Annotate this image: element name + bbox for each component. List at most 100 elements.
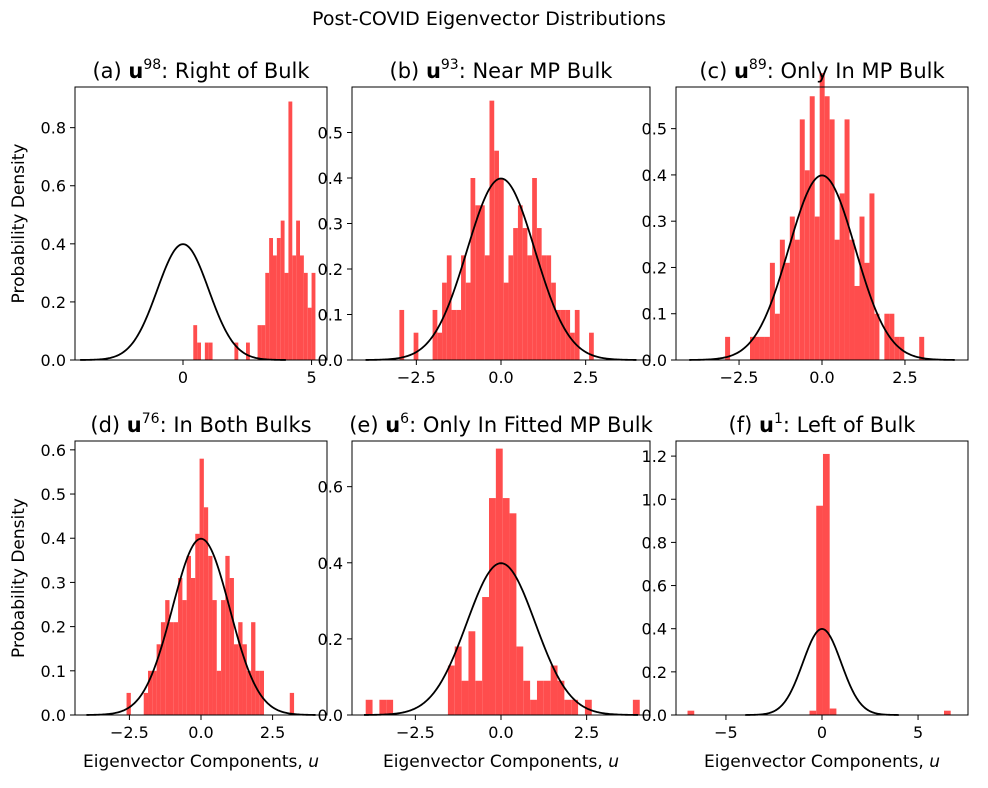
histogram-bar: [824, 96, 830, 360]
histogram-bar: [152, 670, 157, 715]
histogram-bar: [296, 220, 300, 360]
y-tick-label: 0.0: [642, 706, 667, 725]
histogram-bar: [182, 600, 187, 715]
subplot-3: −2.5 0.0 2.5 0.0 0.1 0.2 0.3 0.4 0.5 0.6 (d) u76: …: [9, 411, 328, 772]
normal-curve: [363, 562, 639, 716]
histogram-bar: [632, 699, 640, 715]
subplot-4: −2.5 0.0 2.5 0.0 0.2 0.4 0.6 (e) u6: Only In Fi…: [318, 411, 654, 772]
normal-curve: [365, 177, 637, 361]
histogram-bar: [160, 622, 166, 715]
histogram-bar: [822, 453, 830, 715]
histogram-bar: [451, 309, 457, 360]
histogram-bar: [495, 448, 503, 715]
histogram-bar: [165, 600, 170, 715]
histogram-bar: [225, 555, 230, 715]
histogram-bar: [379, 699, 387, 715]
histogram-bar: [564, 699, 572, 715]
subplot-5: −5 0 5 0.0 0.2 0.4 0.6 0.8 1.0 1.2 (f) u1: Left of…: [642, 411, 969, 772]
histogram-bar: [864, 262, 870, 360]
histogram-bar: [288, 101, 293, 361]
histogram-bar: [446, 255, 452, 360]
histogram-bar: [489, 498, 496, 715]
histogram-bar: [303, 272, 308, 360]
histogram-bar: [829, 119, 835, 360]
histogram-bar: [465, 282, 471, 360]
y-axis-label: Probability Density: [9, 498, 29, 658]
histogram-bar: [532, 178, 537, 360]
histogram-bar: [502, 498, 510, 715]
histogram-bar: [769, 262, 775, 360]
histogram-bar: [859, 216, 865, 360]
x-axis-label: Eigenvector Components, u: [704, 752, 940, 772]
subplot-title: (a) u98: Right of Bulk: [92, 57, 310, 83]
subplot-title: (d) u76: In Both Bulks: [90, 411, 311, 437]
y-tick-label: 0.0: [318, 706, 343, 725]
histogram-bar: [178, 578, 183, 715]
y-tick-label: 0.4: [642, 620, 667, 639]
x-tick-label: 2.5: [573, 368, 598, 387]
histogram-bar: [203, 507, 209, 715]
histogram-bar: [494, 150, 499, 360]
y-tick-label: 0.1: [41, 662, 66, 681]
histogram-bar: [919, 336, 925, 360]
x-tick-label: −2.5: [110, 723, 149, 742]
y-tick-label: 0.2: [642, 258, 667, 277]
histogram-bar: [311, 272, 316, 360]
histogram-bar: [508, 255, 514, 360]
histogram-bar: [238, 622, 243, 715]
y-tick-label: 0.5: [41, 485, 66, 504]
y-tick-label: 1.0: [642, 490, 667, 509]
histogram-bar: [233, 644, 239, 715]
histogram-bar: [437, 332, 443, 360]
histogram-bar: [523, 680, 531, 715]
y-tick-label: 0.8: [642, 533, 667, 552]
histogram-bar: [555, 309, 561, 360]
histogram-bar: [199, 458, 204, 715]
histogram-bar: [571, 699, 579, 715]
y-tick-label: 0.3: [642, 212, 667, 231]
axes-frame: [74, 86, 328, 361]
histogram-bar: [894, 336, 900, 360]
y-tick-label: 1.2: [642, 447, 667, 466]
histogram-bar: [884, 313, 890, 360]
histogram-bar: [307, 307, 312, 360]
x-tick-label: −2.5: [397, 368, 436, 387]
histogram-bar: [470, 178, 476, 360]
histogram-bar: [844, 119, 850, 360]
histogram-bar: [475, 680, 483, 715]
histogram-bar: [869, 193, 875, 360]
histogram-bar: [475, 205, 480, 360]
y-tick-label: 0.0: [41, 706, 66, 725]
histogram-bar: [246, 670, 252, 715]
y-tick-label: 0.2: [41, 293, 66, 312]
histogram-bar: [754, 336, 760, 360]
histogram-bar: [143, 692, 149, 715]
histogram-bar: [229, 578, 234, 715]
histogram-bar: [541, 255, 547, 360]
histogram-bar: [889, 313, 895, 360]
histogram-bar: [195, 533, 200, 715]
histogram-bar: [432, 309, 438, 360]
histogram-bar: [208, 555, 213, 715]
histogram-bar: [255, 670, 260, 715]
x-tick-label: 2.5: [892, 368, 917, 387]
histogram-bar: [261, 325, 266, 360]
normal-curve: [80, 243, 286, 361]
y-tick-label: 0.3: [318, 215, 343, 234]
histogram-bar: [779, 239, 785, 360]
histogram-bar: [489, 100, 495, 361]
x-tick-label: 0.0: [488, 368, 513, 387]
subplot-title: (c) u89: Only In MP Bulk: [699, 57, 945, 83]
histogram-bar: [687, 710, 695, 715]
histogram-bar: [276, 238, 281, 360]
histogram-bar: [204, 342, 209, 360]
y-tick-label: 0.6: [642, 577, 667, 596]
x-axis-label: Eigenvector Components, u: [83, 752, 319, 772]
histogram-bar: [269, 238, 273, 360]
histogram-bar: [208, 342, 213, 360]
histogram-bar: [284, 272, 289, 360]
histogram-bar: [530, 699, 537, 715]
histogram-bar: [750, 336, 755, 360]
subplot-0: 0 5 0.0 0.2 0.4 0.6 0.8 (a) u98: Right of Bulk P…: [9, 57, 328, 387]
